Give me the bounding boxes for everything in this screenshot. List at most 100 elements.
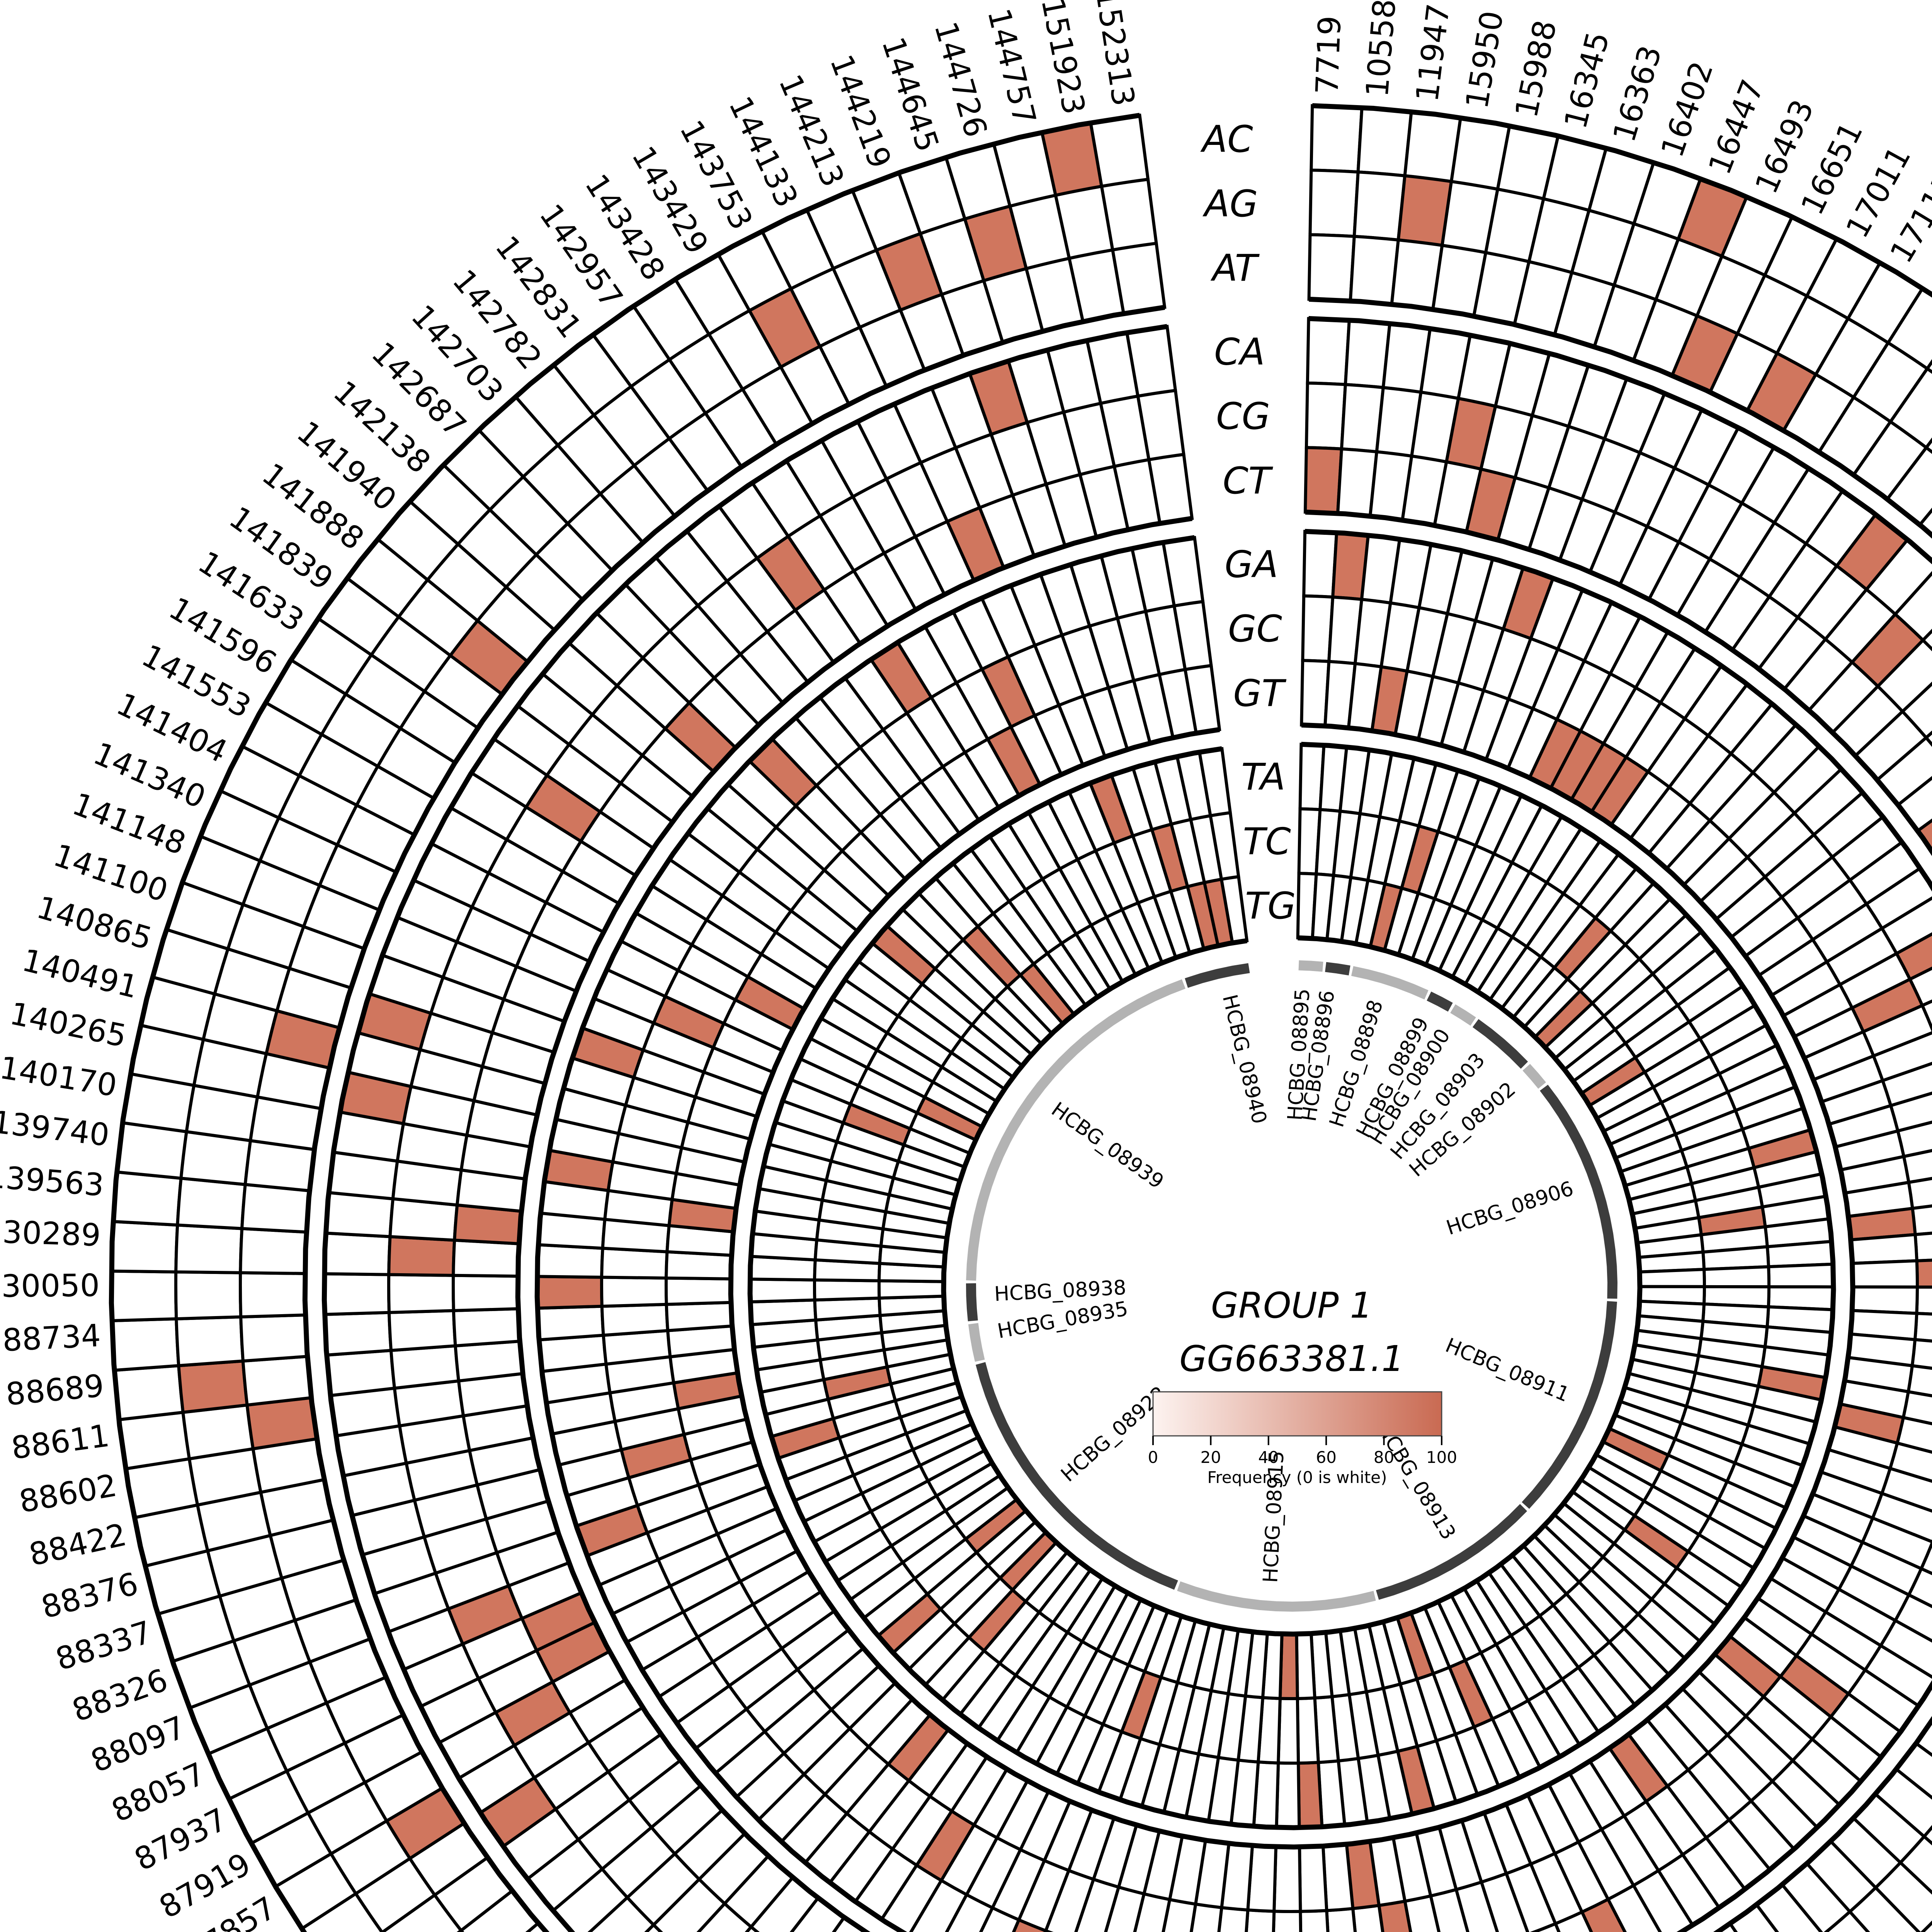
heatmap-cell bbox=[112, 1364, 185, 1422]
heatmap-cell bbox=[323, 1311, 393, 1357]
heatmap-cell bbox=[1767, 1262, 1835, 1289]
group-outline bbox=[728, 722, 1855, 1850]
position-label: 140491 bbox=[19, 942, 142, 1005]
ring-label: AT bbox=[1210, 247, 1260, 290]
position-label: 7719 bbox=[1309, 15, 1348, 95]
heatmap-cell bbox=[177, 1359, 249, 1414]
position-label: 88689 bbox=[4, 1367, 105, 1412]
position-label: 139563 bbox=[0, 1158, 105, 1203]
heatmap-cell bbox=[536, 1304, 605, 1342]
gene-segment-arc bbox=[1427, 992, 1453, 1012]
heatmap-cell bbox=[325, 1349, 396, 1398]
gene-segment-arc bbox=[1522, 1301, 1617, 1509]
gene-segment-arc bbox=[1540, 1085, 1618, 1299]
position-label: 88422 bbox=[26, 1517, 130, 1573]
group-outline bbox=[515, 509, 1932, 1932]
heatmap-cell bbox=[454, 1339, 525, 1383]
heatmap-cell bbox=[1298, 1844, 1328, 1913]
heatmap-cell bbox=[111, 1170, 183, 1227]
gene-segment-arc bbox=[1376, 1504, 1527, 1600]
heatmap-cell bbox=[174, 1270, 243, 1321]
heatmap-cell bbox=[323, 1272, 391, 1316]
heatmap-cell bbox=[1310, 104, 1364, 174]
gene-segment-arc bbox=[1177, 1581, 1376, 1612]
heatmap-cell bbox=[1850, 1259, 1919, 1289]
ring-label: GA bbox=[1225, 543, 1278, 586]
heatmap-cell bbox=[110, 1317, 180, 1372]
gene-segment-arc bbox=[966, 1283, 978, 1321]
heatmap-cell bbox=[1299, 1909, 1330, 1932]
gene-segment-arc bbox=[1298, 960, 1323, 972]
position-label: 88602 bbox=[16, 1467, 119, 1520]
ring-label: CT bbox=[1223, 460, 1273, 502]
heatmap-cell bbox=[1272, 1845, 1302, 1913]
heatmap-cell bbox=[1915, 1259, 1932, 1289]
heatmap-cell bbox=[110, 1220, 179, 1274]
gene-segment-arc bbox=[1450, 1004, 1476, 1026]
legend-caption: Frequency (0 is white) bbox=[1207, 1468, 1387, 1487]
heatmap-cell bbox=[1915, 1285, 1932, 1316]
position-label: 140265 bbox=[7, 995, 130, 1054]
heatmap-cell bbox=[1920, 1920, 1932, 1932]
position-label: 151923 bbox=[1034, 0, 1092, 117]
heatmap-cell bbox=[748, 1277, 816, 1304]
heatmap-cell bbox=[1272, 1910, 1303, 1932]
heatmap-cell bbox=[536, 1275, 604, 1310]
group-outline bbox=[534, 529, 1932, 1932]
gene-segment-arc bbox=[1325, 962, 1350, 976]
heatmap-cell bbox=[536, 1243, 604, 1279]
heatmap-cell bbox=[1296, 1696, 1320, 1765]
heatmap-cell bbox=[175, 1315, 245, 1367]
heatmap-cell bbox=[1295, 1632, 1316, 1700]
position-label: 130289 bbox=[0, 1213, 101, 1253]
ring-label: TG bbox=[1245, 885, 1296, 927]
gene-segment-arc bbox=[1522, 1064, 1546, 1089]
heatmap-cell bbox=[1297, 1760, 1324, 1829]
heatmap-cell bbox=[240, 1183, 311, 1234]
ring-label: CG bbox=[1216, 395, 1270, 438]
position-label: 88734 bbox=[2, 1318, 102, 1359]
position-label: 152313 bbox=[1088, 0, 1142, 109]
heatmap-cell bbox=[1765, 1240, 1835, 1269]
position-label: 88611 bbox=[9, 1417, 112, 1466]
heatmap-cell bbox=[1088, 113, 1150, 188]
gene-label: HCBG_08906 bbox=[1444, 1177, 1577, 1240]
ring-label: AC bbox=[1200, 118, 1253, 161]
gene-label: HCBG_08940 bbox=[1218, 992, 1271, 1126]
center-subtitle: GG663381.1 bbox=[1179, 1338, 1404, 1379]
position-label: 16345 bbox=[1557, 28, 1616, 133]
heatmap-cell bbox=[1325, 1906, 1357, 1932]
heatmap-cell bbox=[600, 1276, 668, 1308]
legend-tick-label: 100 bbox=[1426, 1448, 1457, 1467]
heatmap-cell bbox=[1303, 446, 1344, 515]
heatmap-cell bbox=[1302, 530, 1338, 599]
heatmap-cell bbox=[665, 1301, 734, 1332]
legend-colorbar bbox=[1152, 1391, 1442, 1437]
gene-segment-arc bbox=[968, 1323, 985, 1362]
position-label: 16363 bbox=[1606, 41, 1668, 146]
heatmap-cell bbox=[1352, 170, 1407, 242]
heatmap-cell bbox=[238, 1271, 307, 1319]
gene-segment-arc bbox=[1472, 1019, 1528, 1069]
gene-segment-arc bbox=[1351, 966, 1429, 1000]
group-outline bbox=[321, 316, 1932, 1932]
heatmap-cell bbox=[664, 1276, 733, 1306]
legend-tick-label: 80 bbox=[1374, 1448, 1394, 1467]
heatmap-cell bbox=[1304, 381, 1347, 451]
legend-tick-label: 40 bbox=[1258, 1448, 1279, 1467]
position-label: 144757 bbox=[981, 5, 1043, 128]
heatmap-cell bbox=[1349, 235, 1400, 306]
heatmap-cell bbox=[1307, 233, 1356, 303]
heatmap-cell bbox=[389, 1344, 461, 1390]
heatmap-cell bbox=[1100, 177, 1158, 252]
position-label: 140170 bbox=[0, 1049, 119, 1104]
heatmap-cell bbox=[1308, 168, 1360, 238]
position-label: 15950 bbox=[1459, 9, 1510, 111]
heatmap-cell bbox=[878, 1279, 946, 1300]
position-label: 15988 bbox=[1508, 17, 1563, 121]
heatmap-cell bbox=[452, 1307, 522, 1348]
heatmap-cell bbox=[387, 1235, 456, 1277]
